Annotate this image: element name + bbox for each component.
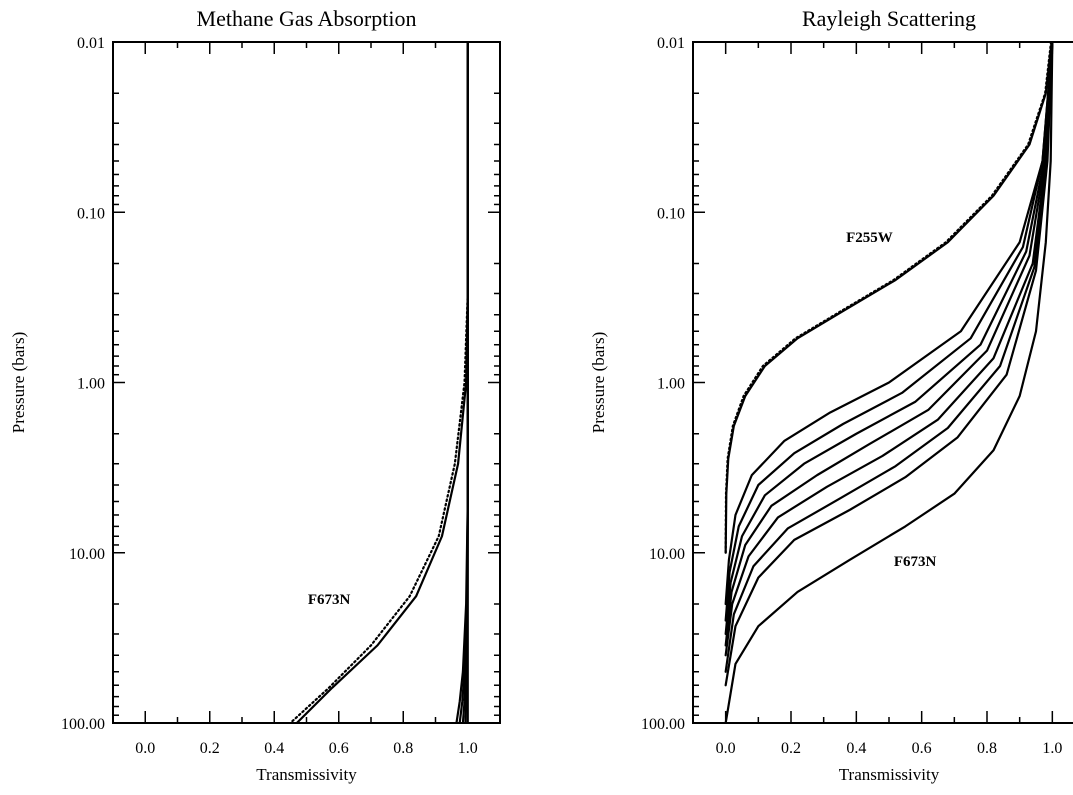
- chart-title: Rayleigh Scattering: [802, 6, 976, 31]
- y-axis-label: Pressure (bars): [589, 332, 608, 434]
- x-tick-label: 0.4: [846, 740, 866, 757]
- y-tick-label: 100.00: [641, 716, 685, 733]
- y-tick-label: 10.00: [69, 546, 105, 563]
- x-tick-label: 0.8: [393, 740, 413, 757]
- plot-frame: [692, 41, 1073, 724]
- series-6-line: [724, 42, 1054, 657]
- y-tick-label: 0.10: [77, 205, 105, 222]
- x-tick-label: 0.2: [200, 740, 220, 757]
- x-tick-label: 0.0: [135, 740, 155, 757]
- chart-title: Methane Gas Absorption: [197, 6, 417, 31]
- y-tick-label: 1.00: [657, 376, 685, 393]
- x-tick-label: 0.2: [781, 740, 801, 757]
- y-tick-label: 1.00: [77, 376, 105, 393]
- x-tick-label: 0.4: [264, 740, 284, 757]
- x-tick-label: 0.6: [329, 740, 349, 757]
- x-tick-label: 1.0: [1042, 740, 1062, 757]
- series-4-line: [724, 42, 1054, 636]
- x-axis-label: Transmissivity: [256, 765, 357, 784]
- series-1-line: [724, 42, 1053, 554]
- x-tick-label: 0.8: [977, 740, 997, 757]
- series-0-line: [295, 42, 469, 723]
- series-1-line: [289, 42, 469, 723]
- x-tick-label: 0.0: [716, 740, 736, 757]
- y-tick-label: 0.10: [657, 205, 685, 222]
- series-8-line: [724, 42, 1054, 687]
- series-5-line: [724, 42, 1054, 647]
- x-tick-label: 1.0: [458, 740, 478, 757]
- x-axis-label: Transmissivity: [839, 765, 940, 784]
- y-axis-label: Pressure (bars): [9, 332, 28, 434]
- y-tick-label: 100.00: [61, 716, 105, 733]
- y-tick-label: 0.01: [77, 35, 105, 52]
- series-group: [724, 42, 1054, 723]
- methane-absorption-panel: 0.0 0.2 0.4 0.6 0.8 1.0 0.01 0.10 1.00 10.00 100.0…: [9, 6, 501, 784]
- y-tick-label: 0.01: [657, 35, 685, 52]
- curve-annotation-label: F673N: [894, 554, 937, 570]
- curve-annotation-label: F255W: [846, 230, 893, 246]
- plot-frame: [112, 41, 501, 724]
- curve-annotation-label: F673N: [308, 592, 351, 608]
- rayleigh-scattering-panel: 0.0 0.2 0.4 0.6 0.8 1.0 0.01 0.10 1.00 10.00 100.0…: [589, 6, 1073, 784]
- series-7-line: [724, 42, 1054, 673]
- series-9-line: [724, 42, 1054, 723]
- x-tick-label: 0.6: [912, 740, 932, 757]
- series-3-line: [724, 42, 1054, 622]
- y-tick-label: 10.00: [649, 546, 685, 563]
- series-group: [289, 42, 469, 723]
- series-2-line: [724, 42, 1054, 606]
